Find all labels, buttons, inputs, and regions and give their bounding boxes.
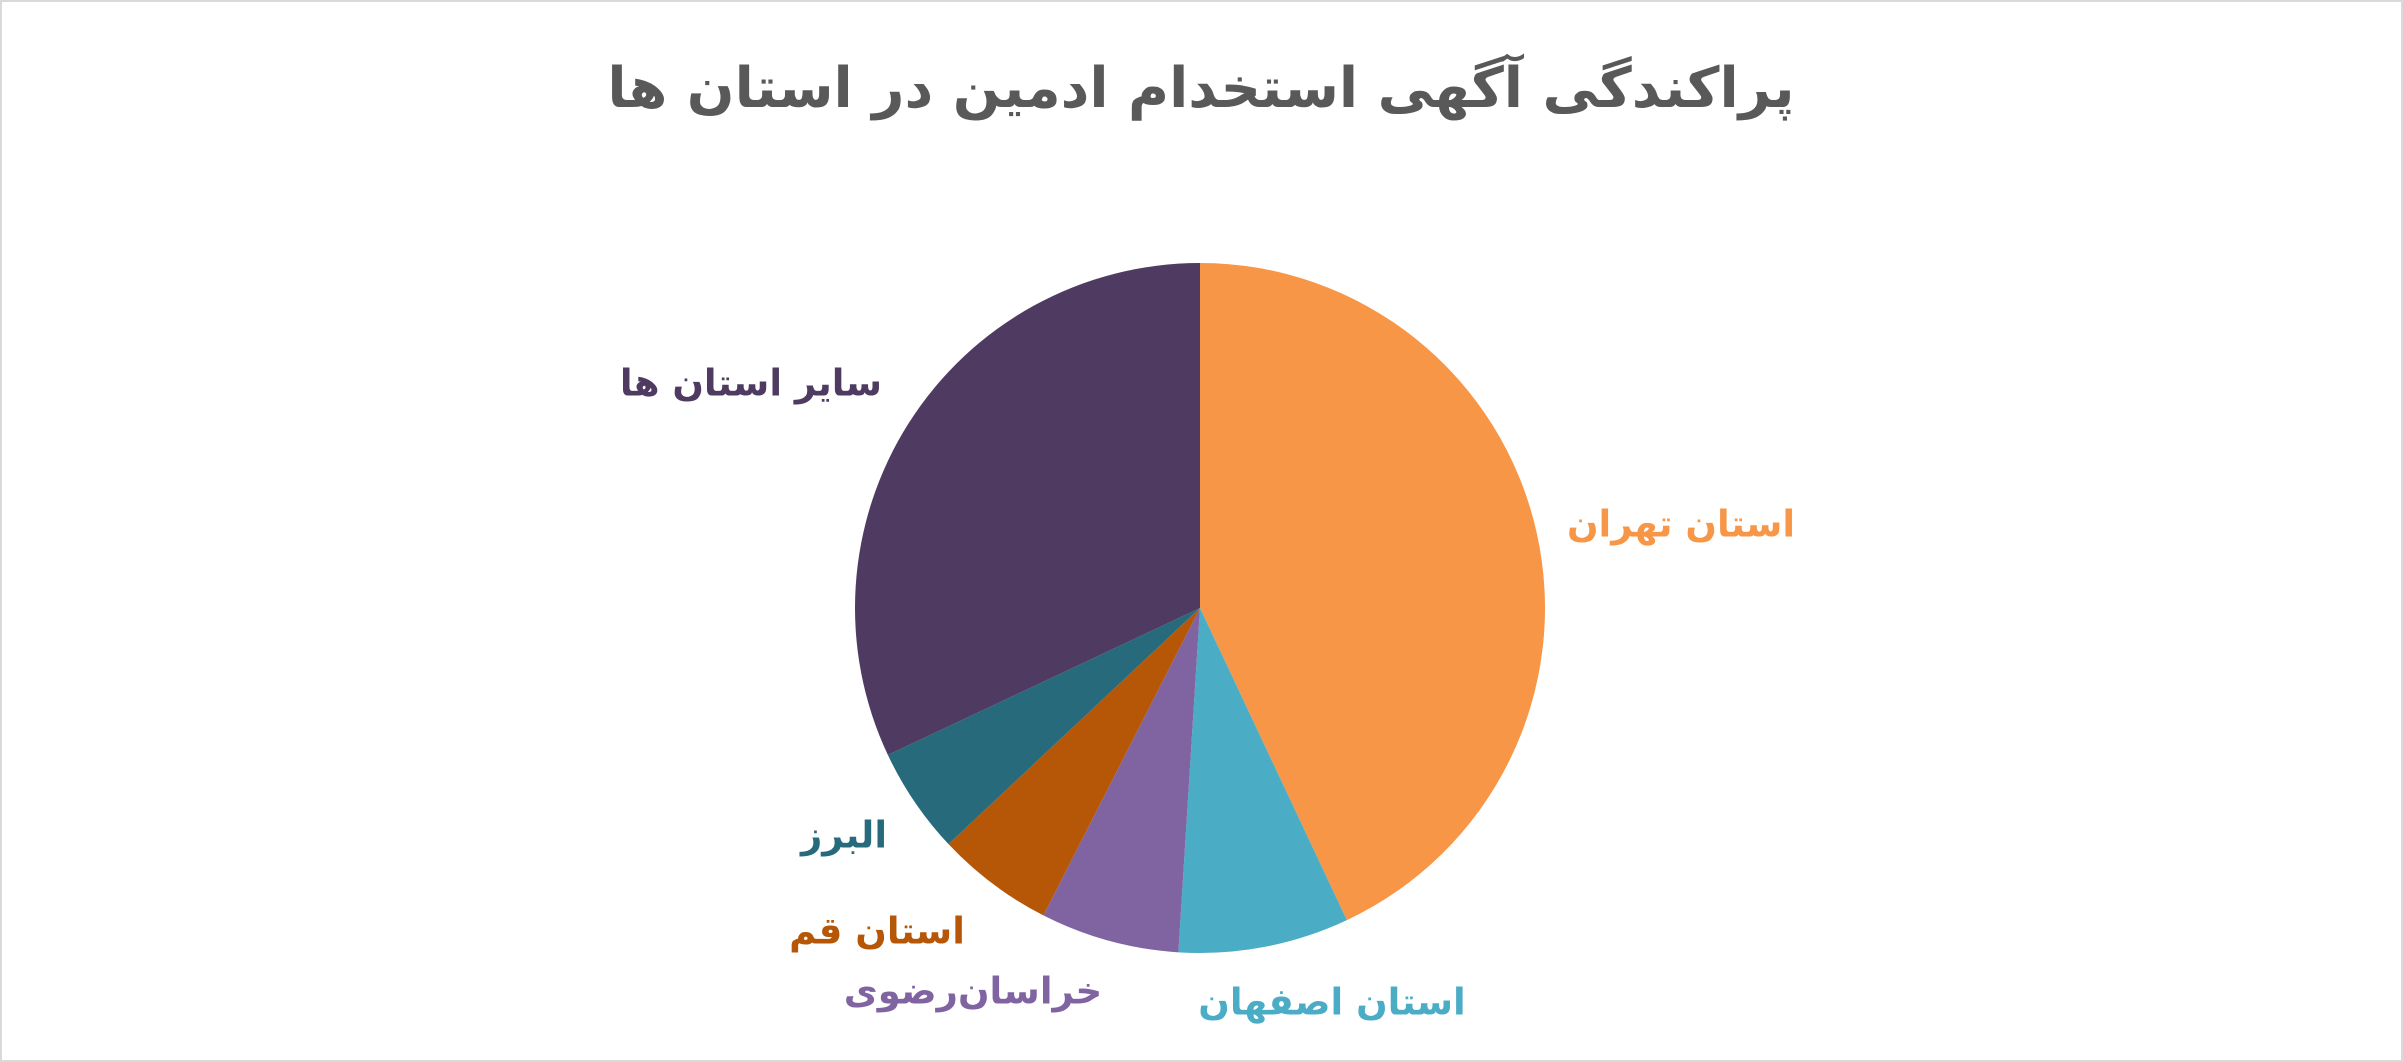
pie-slice [855, 263, 1200, 755]
slice-label: استان اصفهان [1198, 981, 1466, 1024]
pie-slice [1043, 608, 1200, 953]
slice-label: سایر استان ها [620, 362, 882, 405]
pie-slice [887, 608, 1200, 845]
pie-slice [1200, 263, 1546, 921]
pie-slice [948, 608, 1200, 916]
chart-title: پراکندگی آگهی استخدام ادمین در استان ها [607, 53, 1794, 121]
slice-label: استان قم [789, 910, 965, 953]
slice-label: خراسان‌رضوی [844, 970, 1102, 1013]
slice-label: البرز [799, 814, 887, 857]
pie-slice [1178, 608, 1347, 953]
slice-label: استان تهران [1567, 503, 1795, 546]
